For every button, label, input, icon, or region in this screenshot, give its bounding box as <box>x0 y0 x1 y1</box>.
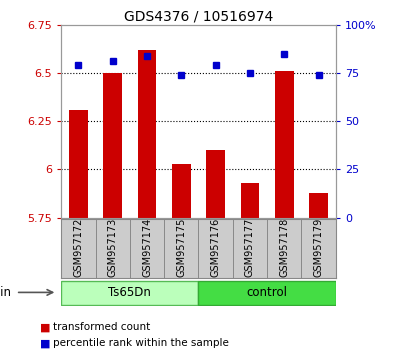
Bar <box>172 164 191 218</box>
Text: control: control <box>246 286 288 299</box>
Bar <box>198 281 336 305</box>
Bar <box>69 110 88 218</box>
Title: GDS4376 / 10516974: GDS4376 / 10516974 <box>124 10 273 24</box>
Text: transformed count: transformed count <box>53 322 150 332</box>
Bar <box>275 71 294 218</box>
Bar <box>309 193 328 218</box>
Bar <box>241 183 260 218</box>
Text: ■: ■ <box>40 322 50 332</box>
Text: Ts65Dn: Ts65Dn <box>108 286 151 299</box>
Bar <box>206 150 225 218</box>
Text: ■: ■ <box>40 338 50 348</box>
Text: strain: strain <box>0 286 12 299</box>
Bar <box>61 281 198 305</box>
Bar <box>103 73 122 218</box>
Text: percentile rank within the sample: percentile rank within the sample <box>53 338 229 348</box>
Bar <box>137 50 156 218</box>
